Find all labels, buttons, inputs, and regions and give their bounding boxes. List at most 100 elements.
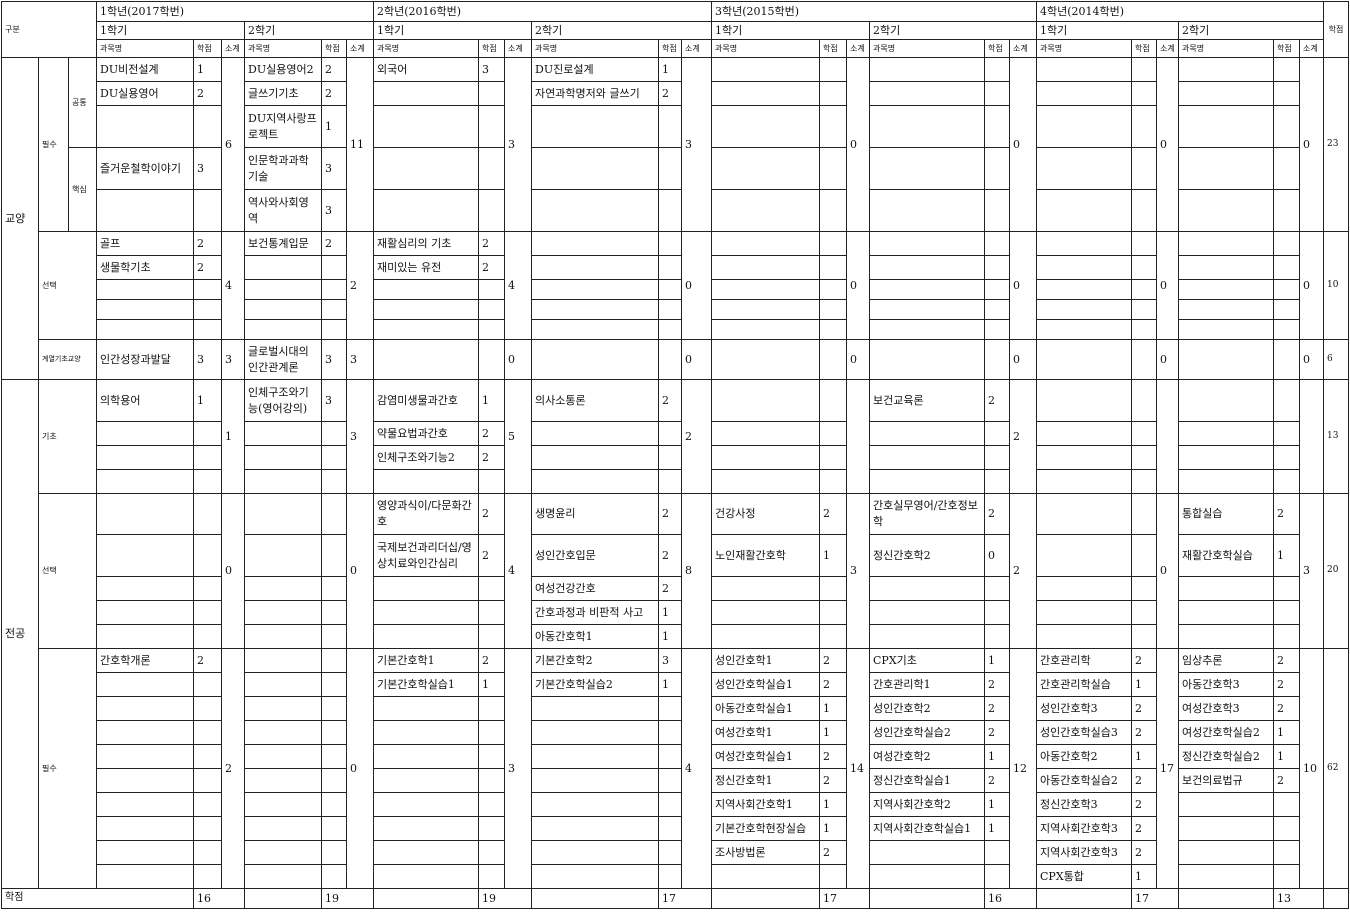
semester-subtotal: 2: [681, 379, 712, 494]
course-name: [96, 445, 194, 470]
course-name: [1178, 379, 1274, 422]
course-name: 여성간호학실습2: [1178, 720, 1274, 745]
course-name: 성인간호학3: [1036, 696, 1132, 721]
table-row: CPX통합 1: [2, 864, 1349, 889]
course-credit: [984, 81, 1010, 106]
course-credit: 2: [658, 379, 682, 422]
semester-subtotal: 0: [1299, 231, 1324, 340]
semester-header: 2학기: [531, 21, 712, 40]
semester-total: 19: [321, 888, 374, 909]
course-credit: 2: [478, 493, 505, 535]
course-credit: 3: [478, 57, 505, 82]
course-credit: 2: [478, 255, 505, 280]
semester-total: 16: [984, 888, 1037, 909]
course-name: [711, 231, 820, 256]
course-name: [531, 319, 659, 340]
course-credit: [819, 279, 847, 300]
course-name: [711, 339, 820, 380]
course-credit: [984, 445, 1010, 470]
course-credit: [1131, 534, 1157, 577]
course-credit: 2: [1273, 493, 1300, 535]
course-credit: [193, 469, 222, 494]
course-name: [96, 299, 194, 320]
table-row: 여성간호학실습1 2 여성간호학2 1 아동간호학2 1 정신간호학실습2 1: [2, 744, 1349, 769]
year-header: 4학년(2014학번): [1036, 1, 1324, 22]
course-credit: 2: [193, 81, 222, 106]
course-name: 성인간호입문: [531, 534, 659, 577]
course-name: [1178, 816, 1274, 841]
course-name: 자연과학명저와 글쓰기: [531, 81, 659, 106]
course-credit: [1131, 421, 1157, 446]
course-name: 아동간호학1: [531, 624, 659, 649]
course-name-header: 과목명: [244, 39, 322, 58]
course-name: 지역사회간호학1: [711, 792, 820, 817]
course-name: [711, 319, 820, 340]
credit-header: 학점: [984, 39, 1010, 58]
course-name: 여성건강간호: [531, 576, 659, 601]
course-credit: [1131, 493, 1157, 535]
course-name-header: 과목명: [373, 39, 479, 58]
course-name: 성인간호학1: [711, 648, 820, 673]
course-name: 감염미생물과간호: [373, 379, 479, 422]
course-name: [869, 81, 985, 106]
course-credit: 2: [1131, 792, 1157, 817]
course-credit: 2: [819, 672, 847, 697]
course-name: CPX기초: [869, 648, 985, 673]
course-credit: [478, 744, 505, 769]
course-name: 기본간호학현장실습: [711, 816, 820, 841]
course-credit: [1273, 624, 1300, 649]
course-credit: [478, 624, 505, 649]
course-name: [244, 648, 322, 673]
course-credit: 1: [819, 816, 847, 841]
course-name: [869, 299, 985, 320]
course-name: DU진로설계: [531, 57, 659, 82]
course-name: [1036, 57, 1132, 82]
subtotal-header: 소계: [681, 39, 712, 58]
course-credit: [478, 339, 505, 380]
course-name: 아동간호학2: [1036, 744, 1132, 769]
course-name: [373, 744, 479, 769]
course-name: 아동간호학3: [1178, 672, 1274, 697]
course-name: [711, 379, 820, 422]
course-credit: [658, 744, 682, 769]
course-credit: 1: [658, 600, 682, 625]
semester-subtotal: 0: [846, 339, 870, 380]
course-credit: [193, 493, 222, 535]
semester-subtotal: 0: [346, 493, 374, 649]
course-name: [373, 720, 479, 745]
course-name: [1178, 299, 1274, 320]
course-name: 여성간호학1: [711, 720, 820, 745]
course-credit: 2: [1273, 768, 1300, 793]
course-credit: 1: [819, 534, 847, 577]
course-name: [531, 299, 659, 320]
course-name: [96, 319, 194, 340]
course-name: [531, 768, 659, 793]
course-credit: 3: [193, 339, 222, 380]
course-name: [531, 816, 659, 841]
course-name: [244, 319, 322, 340]
course-name: [373, 189, 479, 232]
course-credit: [819, 105, 847, 148]
course-credit: [321, 768, 347, 793]
course-name: 골프: [96, 231, 194, 256]
semester-subtotal: 0: [681, 339, 712, 380]
course-name: [1036, 279, 1132, 300]
course-name-header: 과목명: [1178, 39, 1274, 58]
semester-total: 17: [1131, 888, 1179, 909]
course-name: [373, 81, 479, 106]
course-credit: [1131, 469, 1157, 494]
course-name: [869, 469, 985, 494]
course-name: 여성간호학2: [869, 744, 985, 769]
course-name: [1178, 792, 1274, 817]
course-credit: [478, 469, 505, 494]
table-row: 필수 간호학개론 2 2 0 기본간호학1 2 3 기본간호학2 3 4 성인간호학1 2 14 CPX기초…: [2, 648, 1349, 889]
course-name: [869, 339, 985, 380]
empty-cell: [244, 888, 322, 909]
table-row: 역사와사회영역 3: [2, 189, 1349, 232]
semester-subtotal: 5: [504, 379, 532, 494]
semester-subtotal: 10: [1299, 648, 1324, 889]
empty-cell: [373, 888, 479, 909]
course-name: [96, 624, 194, 649]
course-credit: 2: [478, 445, 505, 470]
credit-header: 학점: [478, 39, 505, 58]
